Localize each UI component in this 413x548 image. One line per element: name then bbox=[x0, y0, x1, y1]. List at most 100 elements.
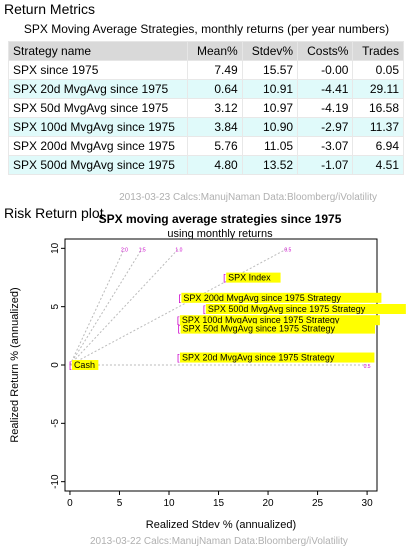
guide-line bbox=[69, 247, 180, 366]
data-point: [SPX 20d MvgAvg since 1975 Strategy bbox=[177, 352, 375, 363]
x-tick-label: 30 bbox=[362, 498, 374, 509]
table-cell: 29.11 bbox=[352, 79, 404, 99]
table-row: SPX 100d MvgAvg since 1975 3.84 10.90 -2… bbox=[8, 117, 404, 137]
table-cell: -3.07 bbox=[297, 136, 354, 156]
y-tick-label: -10 bbox=[50, 474, 61, 489]
table-cell: 3.84 bbox=[187, 117, 243, 137]
guide-marker-label: 2.0 bbox=[121, 247, 128, 253]
table-cell: 11.37 bbox=[352, 117, 404, 137]
point-highlight bbox=[226, 272, 281, 283]
x-axis-label: Realized Stdev % (annualized) bbox=[146, 519, 296, 531]
table-cell: SPX 100d MvgAvg since 1975 bbox=[8, 117, 188, 137]
y-tick-label: -5 bbox=[50, 418, 61, 427]
table-caption: SPX Moving Average Strategies, monthly r… bbox=[23, 22, 390, 36]
point-marker: [ bbox=[223, 273, 226, 283]
point-marker: [ bbox=[177, 353, 180, 363]
x-tick-label: 0 bbox=[67, 498, 73, 509]
point-label: SPX 200d MvgAvg since 1975 Strategy bbox=[183, 293, 341, 303]
table-cell: 10.91 bbox=[241, 79, 299, 99]
table-row: SPX 200d MvgAvg since 1975 5.76 11.05 -3… bbox=[8, 136, 404, 156]
table-cell: 6.94 bbox=[352, 136, 404, 156]
x-tick-label: 25 bbox=[312, 498, 324, 509]
table-cell: 15.57 bbox=[241, 60, 299, 80]
y-tick-label: 0 bbox=[50, 362, 61, 368]
point-marker: [ bbox=[69, 360, 72, 370]
table-cell: 11.05 bbox=[241, 136, 299, 156]
table-row: SPX 20d MvgAvg since 1975 0.64 10.91 -4.… bbox=[8, 79, 404, 99]
x-tick-label: 20 bbox=[262, 498, 274, 509]
point-highlight bbox=[179, 315, 380, 326]
column-header: Stdev% bbox=[241, 41, 299, 61]
table-cell: -0.00 bbox=[297, 60, 354, 80]
point-marker: [ bbox=[203, 304, 206, 314]
metrics-section-title: Return Metrics bbox=[4, 1, 96, 17]
table-cell: 13.52 bbox=[241, 155, 299, 175]
guide-marker-label: 0.5 bbox=[364, 364, 371, 370]
chart-subtitle: using monthly returns bbox=[167, 228, 273, 240]
point-highlight bbox=[180, 323, 376, 334]
guide-lines: 0.5 2.0 1.5 1.0 0.5 bbox=[69, 247, 371, 370]
chart-title: SPX moving average strategies since 1975 bbox=[99, 212, 342, 226]
table-cell: 4.51 bbox=[352, 155, 404, 175]
axis-ticks: 0 5 10 15 20 25 30 -10 -5 0 5 10 bbox=[50, 242, 373, 509]
data-point: [Cash bbox=[69, 360, 99, 370]
point-highlight bbox=[71, 360, 99, 370]
table-row: SPX 50d MvgAvg since 1975 3.12 10.97 -4.… bbox=[8, 98, 404, 118]
table-cell: -4.19 bbox=[297, 98, 354, 118]
x-tick-label: 5 bbox=[117, 498, 123, 509]
column-header: Strategy name bbox=[8, 41, 188, 61]
point-label: SPX 20d MvgAvg since 1975 Strategy bbox=[182, 353, 335, 363]
x-tick-label: 10 bbox=[163, 498, 175, 509]
y-tick-label: 10 bbox=[50, 242, 61, 254]
plot-footnote: 2013-03-22 Calcs:ManujNaman Data:Bloombe… bbox=[90, 536, 348, 547]
guide-line bbox=[69, 248, 143, 366]
risk-return-chart: SPX moving average strategies since 1975… bbox=[9, 212, 406, 531]
guide-line bbox=[69, 248, 125, 366]
guide-marker-label: 0.5 bbox=[284, 247, 291, 253]
table-cell: 5.76 bbox=[187, 136, 243, 156]
y-tick-label: 5 bbox=[50, 303, 61, 309]
x-tick-label: 15 bbox=[213, 498, 225, 509]
point-label: SPX 100d MvgAvg since 1975 Strategy bbox=[182, 315, 340, 325]
point-highlight bbox=[181, 292, 382, 303]
point-marker: [ bbox=[177, 315, 180, 325]
guide-marker-label: 1.5 bbox=[139, 247, 146, 253]
point-marker: [ bbox=[178, 293, 181, 303]
point-label: Cash bbox=[74, 360, 95, 370]
table-cell: -2.97 bbox=[297, 117, 354, 137]
table-row: SPX since 1975 7.49 15.57 -0.00 0.05 bbox=[8, 60, 404, 80]
table-cell: SPX 500d MvgAvg since 1975 bbox=[8, 155, 188, 175]
table-cell: 0.05 bbox=[352, 60, 404, 80]
data-points: [Cash[SPX Index[SPX 200d MvgAvg since 19… bbox=[69, 272, 406, 370]
point-highlight bbox=[205, 304, 406, 314]
table-cell: SPX 200d MvgAvg since 1975 bbox=[8, 136, 188, 156]
data-point: [SPX 200d MvgAvg since 1975 Strategy bbox=[178, 292, 382, 303]
table-cell: -4.41 bbox=[297, 79, 354, 99]
y-axis-label: Realized Return % (annualized) bbox=[9, 287, 21, 442]
guide-marker-label: 1.0 bbox=[175, 247, 182, 253]
plot-section-title: Risk Return plot bbox=[4, 205, 104, 221]
guide-line bbox=[69, 247, 289, 366]
data-point: [SPX 100d MvgAvg since 1975 Strategy bbox=[177, 315, 380, 326]
point-marker: [ bbox=[178, 324, 181, 334]
point-label: SPX Index bbox=[228, 273, 271, 283]
table-cell: 7.49 bbox=[187, 60, 243, 80]
table-cell: 4.80 bbox=[187, 155, 243, 175]
table-cell: -1.07 bbox=[297, 155, 354, 175]
table-cell: 10.97 bbox=[241, 98, 299, 118]
table-row: SPX 500d MvgAvg since 1975 4.80 13.52 -1… bbox=[8, 155, 404, 175]
point-highlight bbox=[180, 352, 375, 363]
column-header: Costs% bbox=[297, 41, 354, 61]
point-label: SPX 500d MvgAvg since 1975 Strategy bbox=[208, 304, 366, 314]
table-cell: 3.12 bbox=[187, 98, 243, 118]
table-cell: SPX since 1975 bbox=[8, 60, 188, 80]
table-cell: 0.64 bbox=[187, 79, 243, 99]
table-cell: SPX 20d MvgAvg since 1975 bbox=[8, 79, 188, 99]
column-header: Mean% bbox=[187, 41, 243, 61]
table-footnote: 2013-03-23 Calcs:ManujNaman Data:Bloombe… bbox=[119, 192, 377, 203]
metrics-table: Strategy name Mean% Stdev% Costs% Trades… bbox=[8, 41, 404, 175]
table-cell: 10.90 bbox=[241, 117, 299, 137]
data-point: [SPX 50d MvgAvg since 1975 Strategy bbox=[178, 323, 376, 334]
table-header-row: Strategy name Mean% Stdev% Costs% Trades bbox=[8, 41, 404, 61]
data-point: [SPX 500d MvgAvg since 1975 Strategy bbox=[203, 304, 406, 314]
